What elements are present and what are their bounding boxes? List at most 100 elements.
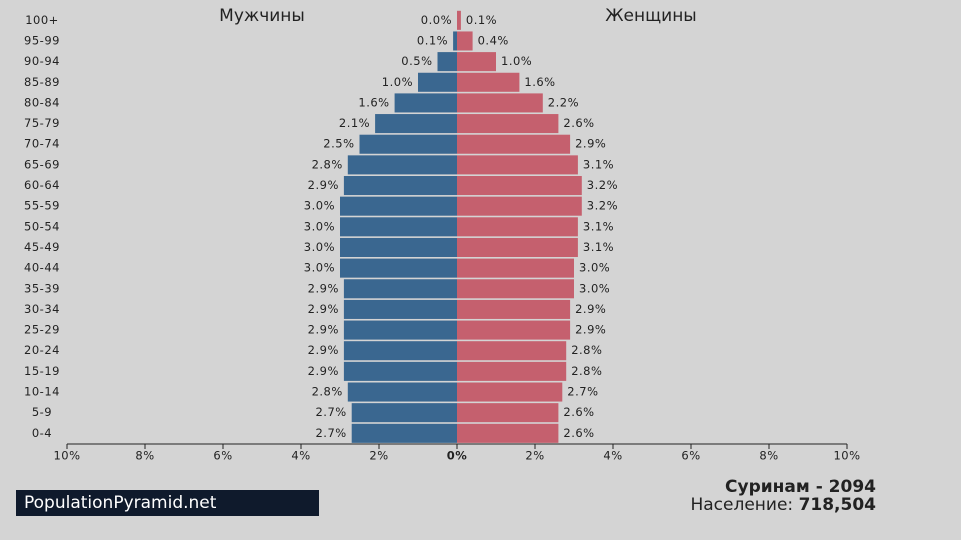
bar [457,382,563,402]
value-label: 3.0% [304,219,335,233]
y-tick-label: 95-99 [24,33,60,47]
value-label: 1.0% [382,75,413,89]
bar [457,72,520,92]
bar [340,217,457,237]
y-tick-label: 60-64 [24,178,60,192]
bar [457,176,582,196]
bar [457,320,571,340]
bar [437,52,457,72]
bar [457,299,571,319]
value-label: 3.1% [583,219,614,233]
bar [343,299,457,319]
bar [343,361,457,381]
x-tick-label: 2% [525,449,544,463]
bar [457,114,559,134]
bar [457,155,578,175]
value-label: 2.1% [339,116,370,130]
bar [457,361,567,381]
bar [340,258,457,278]
y-tick-label: 80-84 [24,95,60,109]
y-tick-label: 55-59 [24,199,60,213]
bar [418,72,457,92]
value-label: 3.0% [304,261,335,275]
bar [351,403,457,423]
value-label: 3.1% [583,157,614,171]
y-tick-label: 5-9 [32,405,52,419]
value-label: 2.6% [563,116,594,130]
x-tick-label: 10% [53,449,80,463]
y-tick-label: 85-89 [24,75,60,89]
value-label: 2.8% [571,343,602,357]
value-label: 0.5% [401,54,432,68]
bar [457,258,574,278]
x-tick-label: 8% [135,449,154,463]
x-tick-label: 0% [447,449,468,463]
value-label: 2.2% [548,95,579,109]
x-tick-label: 8% [759,449,778,463]
bar [457,217,578,237]
value-label: 0.1% [417,33,448,47]
population: Население: 718,504 [690,495,876,515]
x-tick-label: 2% [369,449,388,463]
bar [351,423,457,443]
value-label: 3.0% [304,199,335,213]
population-label: Население: [690,495,793,515]
country-year: Суринам - 2094 [725,477,876,497]
value-label: 2.9% [575,137,606,151]
value-label: 3.0% [579,261,610,275]
y-tick-label: 15-19 [24,364,60,378]
bar [457,31,473,51]
bar [343,176,457,196]
value-label: 2.8% [312,385,343,399]
y-tick-label: 65-69 [24,157,60,171]
x-tick-label: 10% [833,449,860,463]
value-label: 3.1% [583,240,614,254]
value-label: 2.9% [308,178,339,192]
bar [457,279,574,299]
bar [359,134,457,154]
x-tick-label: 4% [603,449,622,463]
value-label: 2.7% [567,385,598,399]
value-label: 3.0% [579,281,610,295]
y-tick-label: 50-54 [24,219,60,233]
y-tick-label: 90-94 [24,54,60,68]
value-label: 1.0% [501,54,532,68]
value-label: 2.8% [312,157,343,171]
bar [375,114,457,134]
value-label: 2.9% [575,302,606,316]
bar [343,320,457,340]
bar [457,237,578,257]
y-tick-label: 30-34 [24,302,60,316]
bar [343,341,457,361]
value-label: 2.7% [315,405,346,419]
x-tick-label: 4% [291,449,310,463]
value-label: 2.9% [308,343,339,357]
source: PopulationPyramid.net [24,493,217,513]
value-label: 2.6% [563,405,594,419]
value-label: 2.5% [323,137,354,151]
bar [340,196,457,216]
y-tick-label: 40-44 [24,261,60,275]
bar [457,196,582,216]
value-label: 1.6% [524,75,555,89]
y-tick-label: 10-14 [24,385,60,399]
legend-male: Мужчины [219,6,305,26]
y-tick-label: 75-79 [24,116,60,130]
bar [457,52,496,72]
value-label: 2.9% [308,364,339,378]
value-label: 0.0% [421,13,452,27]
value-label: 3.2% [587,178,618,192]
value-label: 0.4% [478,33,509,47]
value-label: 3.2% [587,199,618,213]
y-tick-label: 35-39 [24,281,60,295]
x-tick-label: 6% [213,449,232,463]
bar [457,93,543,113]
value-label: 2.7% [315,426,346,440]
bar [457,423,559,443]
value-label: 1.6% [358,95,389,109]
value-label: 2.9% [308,281,339,295]
y-tick-label: 20-24 [24,343,60,357]
bar [457,403,559,423]
bar [340,237,457,257]
